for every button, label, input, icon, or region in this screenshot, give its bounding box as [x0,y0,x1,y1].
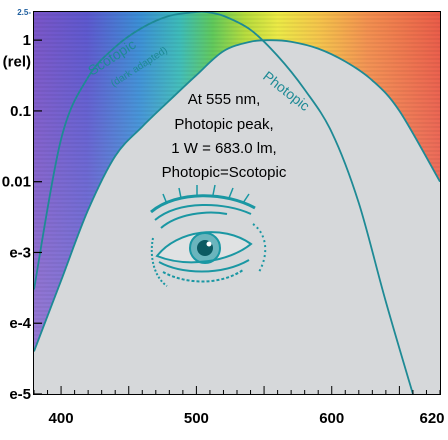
annotation-line-1: At 555 nm, [188,91,261,108]
eye-illustration [150,184,267,287]
y-tick-label: 2.5- [17,8,31,17]
x-tick-label: 620 [419,410,444,427]
y-tick-label: 0.01 [2,174,31,191]
y-axis-ticks: 2.5- 1 (rel) 0.1 0.01 e-3 e-4 e-5 [2,8,42,403]
annotation-line-2: Photopic peak, [174,116,273,133]
y-tick-label: 0.1 [10,103,31,120]
photopic-area [34,40,440,394]
photopic-curve [34,39,440,352]
annotation-line-3: 1 W = 683.0 lm, [171,140,276,157]
x-tick-label: 500 [184,410,209,427]
y-tick-label: (rel) [3,53,31,70]
y-tick-label: e-3 [9,244,31,261]
y-tick-label: 1 [23,32,31,49]
y-tick-label: e-5 [9,386,31,403]
x-axis-ticks: 400 500 600 620 [33,386,445,427]
annotation-line-4: Photopic=Scotopic [162,164,287,181]
annotation: At 555 nm, Photopic peak, 1 W = 683.0 lm… [162,91,287,181]
x-tick-label: 600 [319,410,344,427]
scotopic-curve [34,12,414,394]
y-tick-label: e-4 [9,315,31,332]
x-tick-label: 400 [49,410,74,427]
